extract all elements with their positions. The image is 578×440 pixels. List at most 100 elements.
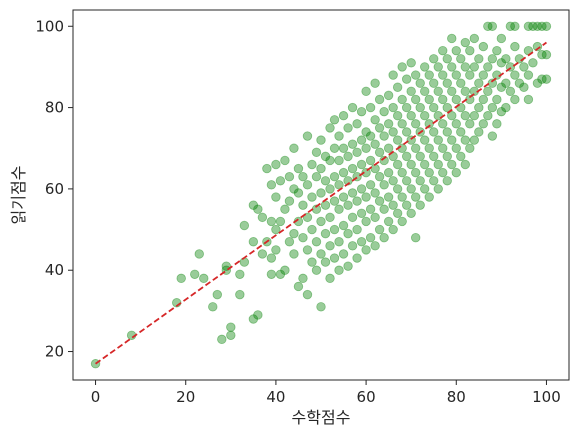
scatter-point — [257, 212, 268, 223]
scatter-point — [361, 127, 371, 137]
scatter-point — [379, 155, 389, 166]
scatter-point — [397, 167, 407, 178]
scatter-point — [456, 127, 466, 137]
scatter-point — [356, 106, 367, 117]
scatter-point — [451, 94, 461, 105]
scatter-point — [496, 33, 507, 44]
scatter-point — [266, 216, 277, 227]
scatter-point — [271, 224, 281, 235]
scatter-point — [410, 94, 421, 105]
scatter-point — [442, 78, 452, 88]
y-tick-label: 20 — [45, 343, 64, 361]
scatter-point — [388, 176, 398, 186]
scatter-point — [451, 119, 461, 129]
scatter-point — [365, 131, 376, 141]
scatter-point — [406, 208, 416, 218]
plot-frame — [72, 9, 570, 381]
scatter-point — [374, 94, 385, 105]
scatter-point — [343, 261, 353, 271]
scatter-point — [460, 62, 470, 72]
scatter-point — [429, 54, 439, 64]
scatter-point — [447, 86, 457, 97]
scatter-point — [510, 21, 520, 31]
scatter-point — [496, 58, 507, 68]
scatter-point — [275, 176, 286, 186]
scatter-point — [537, 74, 547, 84]
scatter-point — [415, 78, 425, 88]
scatter-point — [379, 106, 389, 117]
scatter-point — [541, 74, 552, 84]
scatter-point — [298, 200, 308, 210]
scatter-point — [415, 176, 425, 186]
scatter-points — [90, 21, 552, 369]
scatter-point — [176, 273, 186, 284]
scatter-point — [392, 111, 403, 121]
scatter-point — [496, 82, 507, 92]
scatter-point — [392, 82, 403, 92]
scatter-point — [420, 86, 430, 97]
scatter-point — [338, 143, 349, 153]
scatter-point — [483, 86, 493, 97]
scatter-point — [370, 115, 380, 125]
scatter-point — [460, 159, 470, 170]
scatter-point — [356, 159, 367, 170]
scatter-point — [397, 94, 407, 105]
scatter-point — [199, 273, 209, 284]
scatter-point — [352, 147, 362, 158]
scatter-point — [429, 102, 439, 113]
scatter-point — [456, 151, 466, 162]
scatter-point — [356, 237, 367, 247]
scatter-point — [429, 151, 439, 162]
scatter-point — [438, 94, 448, 105]
scatter-point — [469, 135, 480, 145]
scatter-point — [433, 135, 443, 145]
scatter-point — [519, 82, 529, 92]
scatter-point — [320, 200, 331, 210]
scatter-point — [347, 212, 358, 223]
scatter-point — [289, 249, 299, 259]
scatter-point — [248, 237, 259, 247]
scatter-point — [487, 131, 498, 141]
scatter-point — [266, 180, 277, 190]
scatter-point — [505, 86, 516, 97]
scatter-point — [374, 147, 385, 158]
scatter-point — [334, 237, 344, 247]
scatter-point — [383, 90, 394, 101]
scatter-point — [374, 196, 385, 206]
scatter-point — [379, 180, 389, 190]
scatter-point — [307, 159, 317, 170]
scatter-point — [316, 249, 326, 259]
scatter-point — [442, 127, 452, 137]
scatter-point — [420, 184, 430, 194]
scatter-point — [302, 180, 313, 190]
scatter-point — [361, 245, 371, 255]
scatter-point — [510, 41, 520, 52]
scatter-point — [347, 163, 358, 174]
scatter-point — [316, 216, 326, 227]
scatter-point — [483, 62, 493, 72]
scatter-point — [528, 21, 538, 31]
scatter-point — [438, 70, 448, 80]
scatter-point — [438, 45, 448, 56]
scatter-point — [401, 200, 412, 210]
scatter-point — [347, 102, 358, 113]
scatter-point — [356, 184, 367, 194]
scatter-point — [460, 37, 470, 48]
scatter-point — [401, 74, 412, 84]
scatter-point — [442, 151, 452, 162]
scatter-point — [523, 21, 534, 31]
scatter-point — [266, 269, 277, 279]
x-tick-label: 40 — [266, 388, 285, 406]
scatter-point — [424, 167, 434, 178]
scatter-point — [410, 167, 421, 178]
scatter-point — [275, 269, 286, 279]
scatter-point — [465, 70, 475, 80]
scatter-point — [406, 184, 416, 194]
scatter-point — [429, 176, 439, 186]
scatter-point — [469, 62, 480, 72]
scatter-point — [325, 212, 335, 223]
scatter-point — [438, 143, 448, 153]
x-tick-label: 100 — [532, 388, 561, 406]
scatter-point — [307, 257, 317, 267]
y-tick-label: 100 — [35, 17, 64, 35]
